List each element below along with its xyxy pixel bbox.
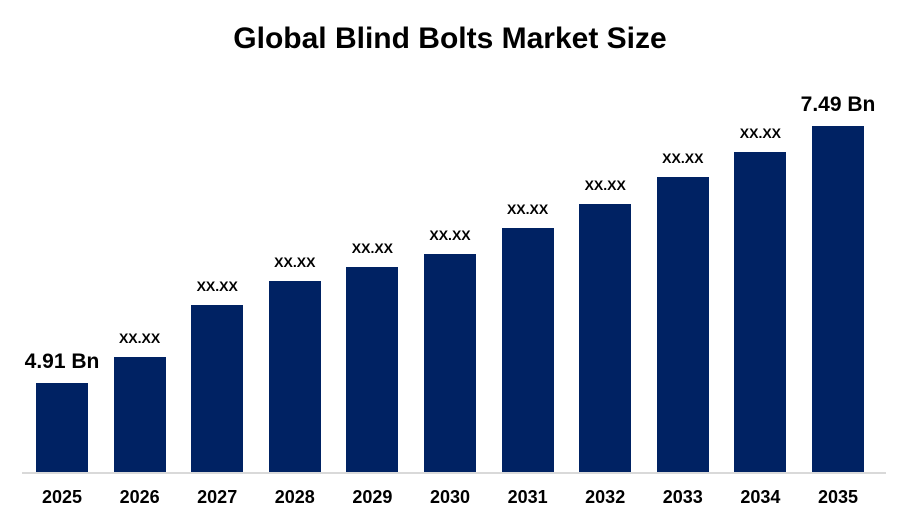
x-tick-label-2033: 2033	[662, 487, 703, 507]
x-tick-label-2028: 2028	[274, 487, 315, 507]
x-tick-label-2032: 2032	[585, 487, 626, 507]
bar-2030	[424, 254, 476, 472]
bar-2034	[734, 152, 787, 472]
value-label-2035: 7.49 Bn	[800, 93, 876, 116]
x-tick-label-2030: 2030	[429, 487, 471, 507]
x-tick-label-2027: 2027	[197, 487, 238, 507]
value-label-2025: 4.91 Bn	[24, 350, 100, 373]
x-tick-label-2029: 2029	[352, 487, 393, 507]
bar-2025	[36, 383, 88, 472]
chart-title: Global Blind Bolts Market Size	[233, 22, 667, 55]
bar-2033	[656, 177, 709, 472]
value-label-2033: XX.XX	[662, 150, 704, 166]
bar-2031	[501, 228, 554, 472]
value-label-2030: XX.XX	[429, 227, 471, 243]
bar-2027	[191, 305, 244, 472]
value-label-2032: XX.XX	[584, 177, 626, 193]
value-label-2029: XX.XX	[351, 240, 394, 256]
bar-2026	[113, 357, 166, 472]
x-tick-label-2025: 2025	[41, 487, 83, 507]
value-label-2026: XX.XX	[118, 330, 161, 346]
x-tick-label-2026: 2026	[119, 487, 160, 507]
bar-2029	[346, 267, 399, 472]
value-label-2027: XX.XX	[196, 278, 238, 294]
x-axis-baseline	[22, 472, 886, 474]
bar-2028	[268, 281, 321, 472]
bar-2035	[812, 126, 864, 472]
value-label-2031: XX.XX	[506, 201, 549, 217]
x-tick-label-2034: 2034	[740, 487, 781, 507]
value-label-2028: XX.XX	[274, 254, 316, 270]
value-label-2034: XX.XX	[739, 125, 782, 141]
x-tick-label-2035: 2035	[817, 487, 859, 507]
x-tick-label-2031: 2031	[507, 487, 548, 507]
bar-2032	[579, 204, 632, 472]
